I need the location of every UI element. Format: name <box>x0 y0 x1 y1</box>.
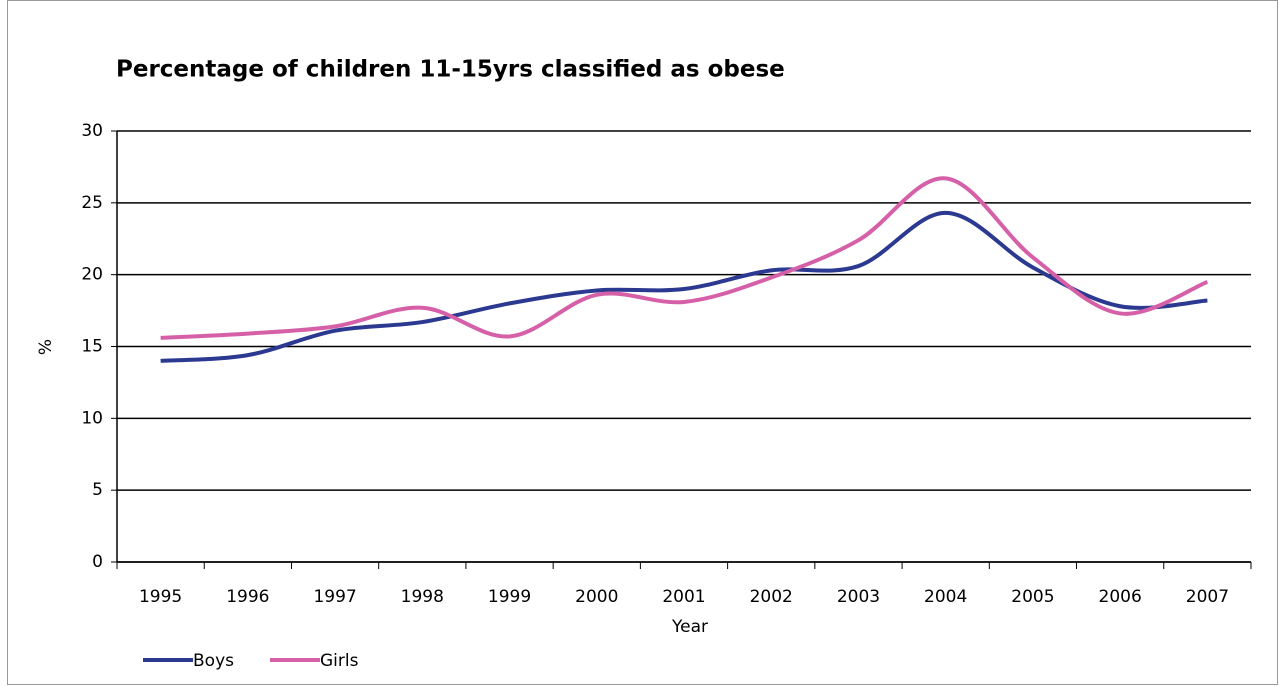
x-axis-label: Year <box>671 617 708 637</box>
x-tick-label: 2002 <box>750 587 793 607</box>
x-tick-label: 1995 <box>139 587 182 607</box>
series-line <box>160 210 1208 363</box>
chart-frame <box>7 0 1278 685</box>
x-tick-label: 1996 <box>226 587 269 607</box>
x-tick-label: 2001 <box>662 587 705 607</box>
x-tick-label: 1997 <box>313 587 356 607</box>
y-tick-label: 30 <box>81 121 103 141</box>
y-axis-label: % <box>36 339 56 355</box>
y-tick-label: 25 <box>81 193 103 213</box>
x-tick-label: 1998 <box>401 587 444 607</box>
series-line <box>160 176 1209 340</box>
y-tick-label: 15 <box>81 337 103 357</box>
x-tick-label: 2003 <box>837 587 880 607</box>
x-tick-label: 2004 <box>924 587 967 607</box>
y-tick-label: 5 <box>92 480 103 500</box>
y-tick-label: 10 <box>81 408 103 428</box>
x-tick-label: 2006 <box>1099 587 1142 607</box>
y-tick-label: 20 <box>81 265 103 285</box>
x-tick-label: 2007 <box>1186 587 1229 607</box>
x-tick-label: 2000 <box>575 587 618 607</box>
x-tick-label: 1999 <box>488 587 531 607</box>
chart-title: Percentage of children 11-15yrs classifi… <box>116 57 785 83</box>
y-tick-label: 0 <box>92 552 103 572</box>
legend-label: Boys <box>193 651 234 671</box>
legend-label: Girls <box>320 651 359 671</box>
x-tick-label: 2005 <box>1011 587 1054 607</box>
